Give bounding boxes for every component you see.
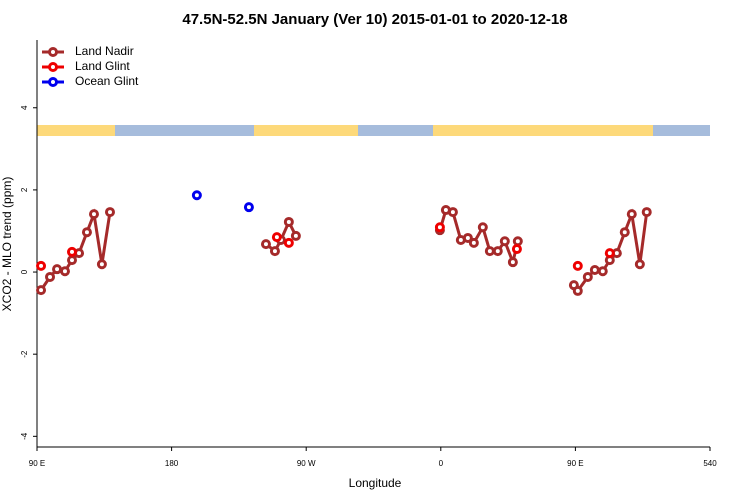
point: [271, 232, 282, 243]
point: [512, 236, 523, 247]
point: [66, 255, 77, 266]
point: [462, 232, 473, 243]
point: [572, 285, 583, 296]
point: [626, 209, 637, 220]
point: [96, 259, 107, 270]
point: [269, 246, 280, 257]
point: [507, 257, 518, 268]
y-tick-label: 0: [20, 269, 29, 274]
point: [260, 239, 271, 250]
point: [88, 209, 99, 220]
y-tick-label: 4: [20, 105, 29, 110]
point: [243, 202, 254, 213]
point: [81, 227, 92, 238]
y-tick-label: -2: [20, 350, 29, 358]
point: [434, 222, 445, 233]
point: [36, 285, 47, 296]
point: [572, 260, 583, 271]
point: [477, 222, 488, 233]
point: [597, 266, 608, 277]
x-tick-label: 90 W: [297, 459, 316, 468]
point: [36, 260, 47, 271]
legend-marker: [48, 62, 58, 72]
x-tick-label: 540: [703, 459, 717, 468]
point: [447, 207, 458, 218]
point: [511, 244, 522, 255]
point: [619, 227, 630, 238]
y-axis-label: XCO2 - MLO trend (ppm): [0, 177, 14, 312]
point: [492, 246, 503, 257]
y-tick-label: 2: [20, 187, 29, 192]
legend-label: Land Glint: [75, 59, 130, 73]
point: [582, 271, 593, 282]
point: [604, 248, 615, 259]
x-tick-label: 180: [165, 459, 179, 468]
point: [66, 246, 77, 257]
legend-label: Land Nadir: [75, 44, 134, 58]
point: [468, 237, 479, 248]
legend-marker: [48, 47, 58, 57]
point: [484, 246, 495, 257]
legend-marker: [48, 77, 58, 87]
point: [283, 216, 294, 227]
point: [104, 207, 115, 218]
land-ocean-strip: [37, 125, 710, 136]
x-tick-label: 90 E: [29, 459, 45, 468]
point: [191, 190, 202, 201]
point: [589, 264, 600, 275]
legend-label: Ocean Glint: [75, 74, 139, 88]
point: [59, 266, 70, 277]
point: [52, 264, 63, 275]
series-line: [39, 208, 649, 294]
point: [283, 237, 294, 248]
chart-title: 47.5N-52.5N January (Ver 10) 2015-01-01 …: [182, 11, 567, 28]
x-tick-label: 90 E: [567, 459, 583, 468]
point: [634, 259, 645, 270]
x-axis-label: Longitude: [349, 476, 402, 490]
x-tick-label: 0: [439, 459, 444, 468]
y-tick-label: -4: [20, 432, 29, 440]
point: [641, 207, 652, 218]
point: [45, 271, 56, 282]
point: [290, 230, 301, 241]
point: [499, 236, 510, 247]
